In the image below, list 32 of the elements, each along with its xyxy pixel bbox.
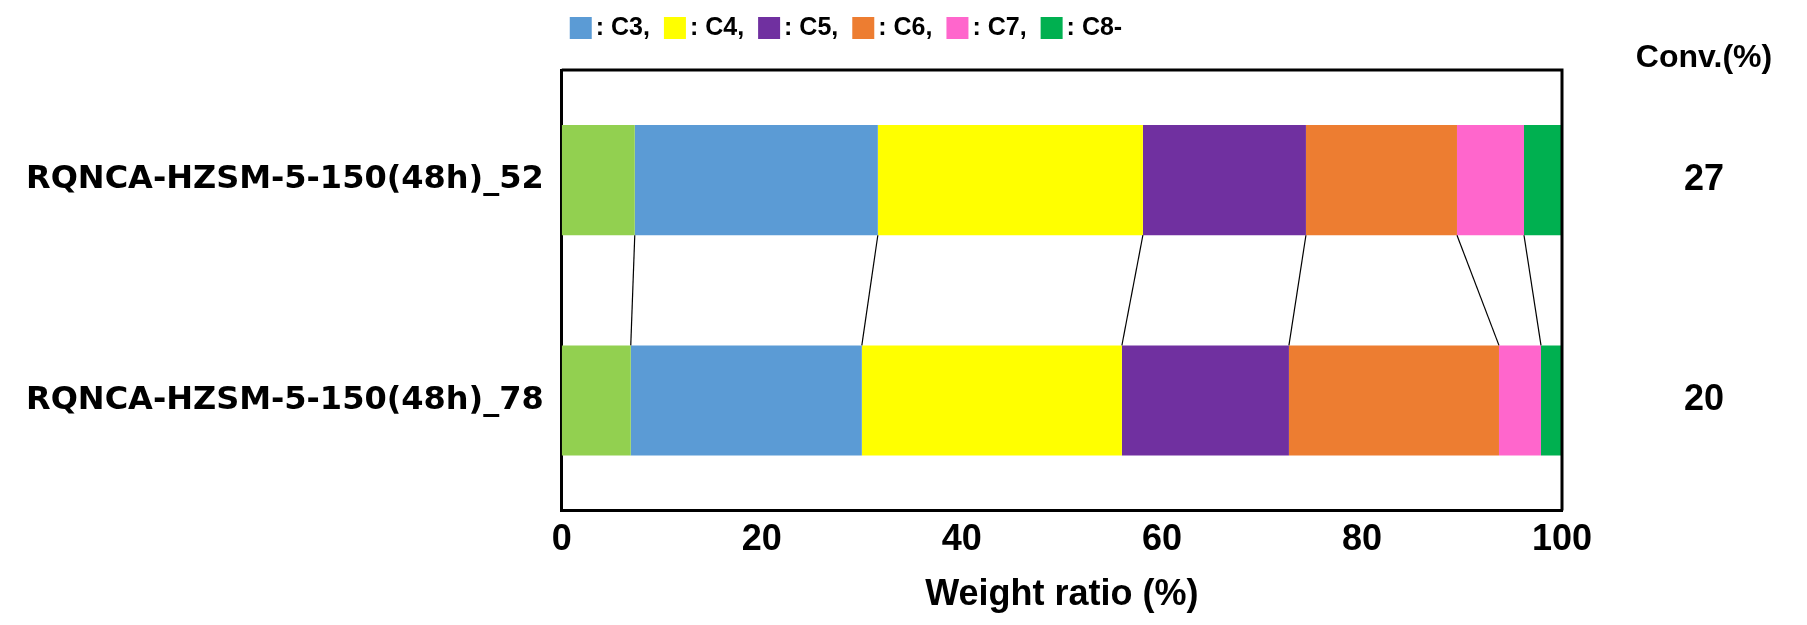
x-tick-label: 60 — [1141, 517, 1182, 559]
legend-label: : C5, — [784, 11, 839, 40]
x-tick-label: 40 — [941, 517, 982, 559]
bar — [1305, 125, 1457, 236]
x-tick-label: 100 — [1531, 517, 1593, 559]
bar — [630, 345, 862, 456]
bar — [1142, 125, 1306, 236]
legend-label: : C8- — [1066, 11, 1123, 40]
x-tick-label: 0 — [551, 517, 572, 559]
bar — [561, 345, 631, 456]
bar — [1523, 125, 1562, 236]
text: 27 — [1683, 157, 1725, 199]
x-tick-label: 20 — [741, 517, 782, 559]
bar — [1288, 345, 1499, 456]
y-tick-label: RQNCA-HZSM-5-150(48h)_78 — [26, 378, 544, 417]
bar — [877, 125, 1143, 236]
legend-label: : C6, — [878, 11, 933, 40]
y-tick-label: RQNCA-HZSM-5-150(48h)_52 — [26, 158, 544, 197]
bar — [1456, 125, 1524, 236]
legend-label: : C4, — [689, 11, 745, 40]
legend-label: : C3, — [595, 11, 650, 40]
bar — [1541, 345, 1562, 456]
bar — [1121, 345, 1289, 456]
text: Conv.(%) — [1635, 37, 1773, 74]
text: 20 — [1683, 377, 1725, 419]
bar — [634, 125, 878, 236]
bar — [861, 345, 1122, 456]
bar — [561, 125, 635, 236]
bar — [1498, 345, 1541, 456]
x-tick-label: 80 — [1341, 517, 1382, 559]
x-axis-title: Weight ratio (%) — [925, 572, 1199, 614]
legend-label: : C7, — [972, 11, 1027, 40]
